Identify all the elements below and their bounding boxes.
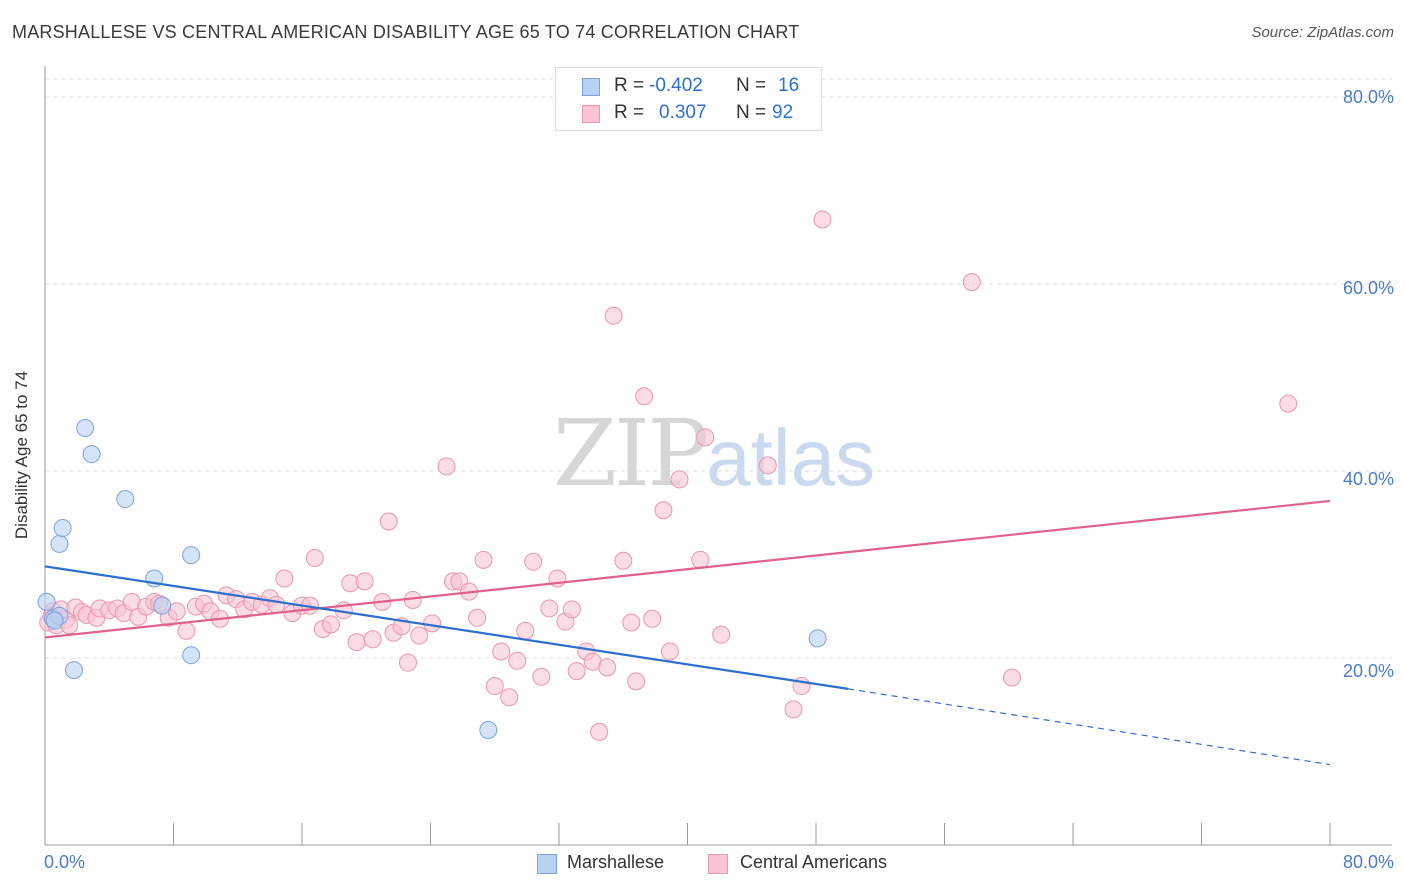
marshallese-point [82, 445, 101, 464]
central-americans-point [562, 600, 581, 619]
central-americans-point [508, 651, 527, 670]
chart-title: MARSHALLESE VS CENTRAL AMERICAN DISABILI… [12, 22, 800, 42]
r-label: R = [614, 102, 645, 123]
central-americans-point [410, 626, 429, 645]
central-americans-point [267, 595, 286, 614]
n-label: N = [736, 102, 767, 123]
central-americans-point [622, 613, 641, 632]
central-americans-point [500, 688, 519, 707]
marshallese-point [76, 418, 95, 437]
central-americans-trend-line [44, 499, 1331, 639]
central-americans-point [598, 658, 617, 677]
central-americans-point [347, 633, 366, 652]
legend-label: Central Americans [740, 852, 888, 872]
stats-row-marshallese: R = -0.402 N = 16 [556, 74, 821, 100]
central-americans-point [492, 642, 511, 661]
central-americans-point [540, 599, 559, 618]
n-label: N = [736, 75, 767, 96]
source-credit: Source: ZipAtlas.com [1251, 24, 1394, 41]
central-americans-legend-swatch [708, 854, 728, 874]
central-americans-point [468, 608, 487, 627]
marshallese-point [182, 546, 201, 565]
r-value: -0.402 [649, 75, 703, 96]
central-americans-point [399, 653, 418, 672]
n-value: 92 [772, 102, 794, 123]
central-americans-point [474, 550, 493, 569]
marshallese-point [45, 611, 64, 630]
central-americans-point [532, 667, 551, 686]
central-americans-point [363, 630, 382, 649]
marshallese-point [53, 519, 72, 538]
marshallese-point [50, 534, 69, 553]
central-americans-point [567, 662, 586, 681]
central-americans-point [654, 501, 673, 520]
marshallese-trend-line [44, 565, 849, 690]
central-americans-point [1279, 394, 1298, 413]
central-americans-point [660, 642, 679, 661]
marshallese-point [37, 592, 56, 611]
central-americans-point [177, 621, 196, 640]
r-value: 0.307 [659, 102, 707, 123]
marshallese-point [182, 646, 201, 665]
central-americans-point [696, 428, 715, 447]
central-americans-point [437, 457, 456, 476]
central-americans-point [524, 552, 543, 571]
y-tick-label-40: 40.0% [1342, 469, 1394, 489]
central-americans-point [758, 456, 777, 475]
central-americans-point [305, 548, 324, 567]
central-americans-point [627, 672, 646, 691]
central-americans-point [355, 572, 374, 591]
central-americans-point [962, 273, 981, 292]
correlation-stats-box: R = -0.402 N = 16 R = 0.307 N = 92 [555, 67, 822, 131]
central-americans-point [614, 551, 633, 570]
stats-row-central-americans: R = 0.307 N = 92 [556, 101, 821, 127]
y-tick-label-60: 60.0% [1342, 278, 1394, 298]
r-label: R = [614, 75, 645, 96]
central-americans-point [485, 677, 504, 696]
x-tick-label-max: 80.0% [1342, 852, 1394, 872]
marshallese-point [808, 629, 827, 648]
central-americans-point [691, 550, 710, 569]
central-americans-point [643, 609, 662, 628]
central-americans-point [379, 512, 398, 531]
central-americans-swatch [582, 105, 600, 123]
marshallese-point [116, 490, 135, 509]
marshallese-legend-swatch [537, 854, 557, 874]
marshallese-point [479, 720, 498, 739]
central-americans-point [604, 306, 623, 325]
y-tick-label-80: 80.0% [1342, 87, 1394, 107]
central-americans-point [275, 569, 294, 588]
x-tick-label-min: 0.0% [44, 852, 86, 872]
y-tick-label-20: 20.0% [1342, 661, 1394, 681]
central-americans-point [784, 700, 803, 719]
central-americans-point [321, 615, 340, 634]
marshallese-trend-extension [848, 688, 1331, 766]
n-value: 16 [778, 75, 800, 96]
central-americans-point [516, 621, 535, 640]
marshallese-point [64, 661, 83, 680]
marshallese-point [153, 596, 172, 615]
central-americans-point [635, 387, 654, 406]
y-axis-label: Disability Age 65 to 74 [12, 370, 31, 540]
legend-label: Marshallese [567, 852, 665, 872]
central-americans-point [712, 625, 731, 644]
central-americans-point [813, 210, 832, 229]
central-americans-point [590, 722, 609, 741]
central-americans-point [670, 470, 689, 489]
central-americans-point [1002, 668, 1021, 687]
marshallese-swatch [582, 78, 600, 96]
